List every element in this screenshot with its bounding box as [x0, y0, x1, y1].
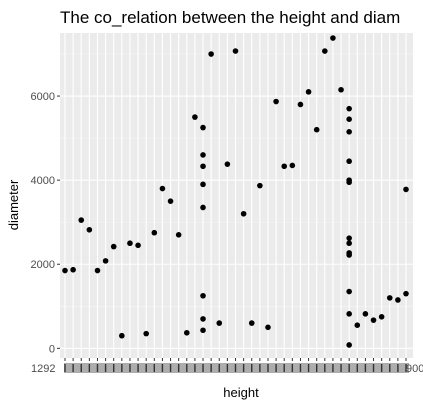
- data-point: [346, 311, 352, 317]
- data-point: [403, 290, 409, 297]
- data-point: [273, 98, 279, 105]
- data-point: [378, 313, 385, 320]
- data-point: [175, 232, 182, 238]
- data-point: [346, 105, 352, 112]
- data-point: [200, 163, 206, 170]
- data-point: [159, 185, 166, 192]
- data-point: [62, 267, 68, 274]
- data-point: [70, 266, 76, 273]
- data-point: [265, 324, 271, 331]
- data-point: [322, 48, 328, 54]
- x-tick-label-band: [64, 363, 409, 373]
- data-point: [200, 124, 206, 131]
- data-point: [330, 35, 336, 41]
- data-point: [224, 161, 231, 167]
- data-point: [370, 317, 377, 323]
- data-point: [110, 243, 117, 250]
- data-point: [119, 332, 125, 339]
- data-point: [232, 48, 239, 54]
- data-point: [346, 235, 352, 241]
- data-point: [346, 158, 352, 165]
- data-point: [395, 297, 401, 303]
- data-point: [200, 181, 206, 188]
- data-point: [216, 320, 223, 326]
- data-point: [240, 210, 247, 217]
- y-axis-label: diameter: [6, 179, 21, 230]
- data-point: [127, 240, 133, 247]
- grid-lines: [60, 33, 413, 358]
- data-point: [151, 229, 158, 236]
- y-tick-label: 4000: [31, 175, 55, 187]
- data-point: [257, 182, 263, 189]
- data-point: [135, 242, 141, 249]
- data-point: [313, 126, 320, 133]
- data-point: [305, 89, 312, 95]
- data-point: [183, 329, 190, 336]
- x-axis-label: height: [223, 385, 259, 400]
- data-point: [78, 217, 85, 223]
- data-point: [248, 320, 255, 326]
- data-point: [200, 292, 206, 299]
- data-point: [86, 226, 93, 233]
- panel-background: [60, 33, 413, 358]
- data-point: [200, 152, 206, 158]
- data-point: [354, 322, 361, 329]
- data-point: [346, 116, 352, 122]
- data-point: [297, 101, 304, 108]
- data-points: [62, 35, 409, 348]
- plot-panel: [60, 33, 413, 358]
- y-tick-label: 6000: [31, 91, 55, 103]
- data-point: [362, 311, 369, 317]
- data-point: [208, 51, 214, 57]
- data-point: [167, 198, 174, 204]
- data-point: [192, 114, 198, 120]
- data-point: [102, 258, 109, 264]
- data-point: [289, 162, 296, 169]
- data-point: [346, 342, 352, 348]
- data-point: [346, 179, 352, 186]
- data-point: [403, 186, 409, 193]
- x-tick-label-first: 1292: [31, 363, 55, 375]
- data-point: [346, 240, 352, 247]
- chart-title: The co_relation between the height and d…: [60, 8, 400, 27]
- y-tick-label: 0: [49, 343, 55, 355]
- data-point: [200, 204, 206, 211]
- data-point: [281, 163, 288, 170]
- data-point: [338, 86, 344, 93]
- data-point: [200, 327, 206, 334]
- x-axis-ticks: 1292 900: [31, 358, 423, 375]
- data-point: [386, 295, 393, 301]
- data-point: [346, 288, 352, 295]
- data-point: [143, 330, 149, 337]
- y-axis-ticks: 0 2000 4000 6000: [31, 91, 60, 355]
- x-tick-label-last: 900: [406, 363, 423, 375]
- y-tick-label: 2000: [31, 259, 55, 271]
- data-point: [200, 316, 206, 322]
- data-point: [94, 267, 101, 274]
- data-point: [346, 252, 352, 258]
- data-point: [346, 129, 352, 135]
